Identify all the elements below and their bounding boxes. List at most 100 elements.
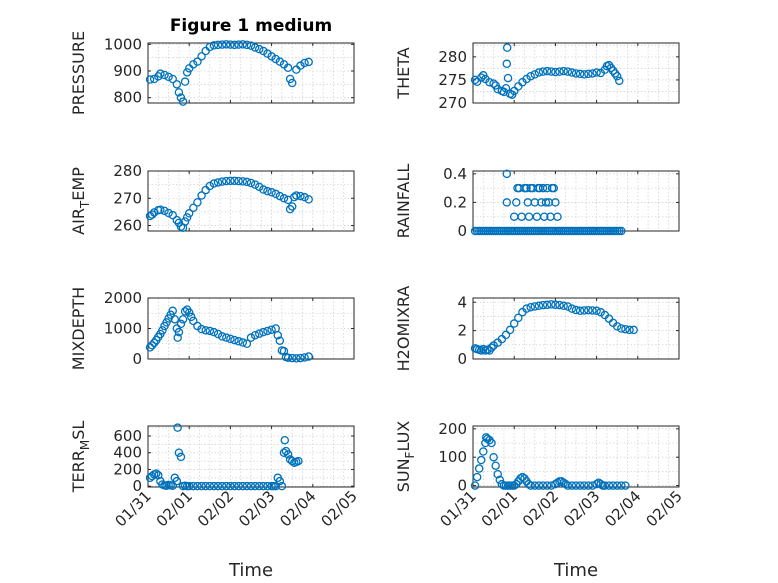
data-point <box>509 319 519 328</box>
data-point <box>472 472 482 482</box>
y-tick-label: 900 <box>113 62 142 80</box>
y-tick-label: 270 <box>113 189 142 207</box>
data-point <box>267 325 276 334</box>
data-point <box>213 329 223 339</box>
data-point <box>584 69 593 79</box>
data-point <box>571 481 581 490</box>
data-point <box>151 469 161 478</box>
data-point <box>283 353 293 363</box>
data-point <box>201 326 210 335</box>
data-point <box>514 313 523 323</box>
data-point <box>234 176 243 186</box>
data-point <box>154 72 163 81</box>
data-point <box>189 481 198 491</box>
data-point <box>238 338 248 347</box>
data-point <box>617 481 626 490</box>
data-point <box>271 481 280 491</box>
data-point <box>567 481 577 490</box>
data-point <box>246 178 256 188</box>
data-point <box>608 481 618 490</box>
data-point <box>164 208 173 218</box>
y-axis-label: H2OMIXRA <box>394 286 413 372</box>
data-point <box>530 481 540 490</box>
data-point <box>160 70 169 80</box>
y-tick-label: 200 <box>113 460 142 478</box>
y-tick-label: 275 <box>438 71 467 89</box>
y-axis-label: PRESSURE <box>69 31 88 115</box>
data-point <box>534 301 544 311</box>
data-point <box>184 308 194 317</box>
data-point <box>263 326 272 336</box>
data-point <box>176 93 186 102</box>
data-point <box>230 335 239 345</box>
data-point <box>187 312 196 322</box>
data-point <box>476 455 486 465</box>
data-point <box>489 79 498 88</box>
data-point <box>502 43 512 52</box>
data-point <box>168 306 177 316</box>
y-tick-label: 0.4 <box>443 165 467 183</box>
data-point <box>173 423 182 432</box>
data-point <box>476 346 486 355</box>
data-point <box>174 327 184 337</box>
data-point <box>154 471 163 480</box>
data-point <box>567 68 577 77</box>
data-point <box>250 43 260 52</box>
data-point <box>563 481 573 490</box>
data-point <box>176 452 186 462</box>
data-point <box>230 40 239 50</box>
data-point <box>250 481 260 491</box>
data-point <box>575 481 585 490</box>
data-point <box>555 300 564 310</box>
data-point <box>189 316 198 326</box>
data-point <box>542 300 552 310</box>
data-point <box>246 481 256 491</box>
data-point <box>629 325 638 335</box>
data-point <box>567 304 577 313</box>
data-point <box>287 78 297 88</box>
subplot-theta: 270 275 280 THETA <box>394 42 680 112</box>
y-axis-label: AIRTEMP <box>69 167 92 235</box>
x-tick-label: 02/04 <box>276 487 319 530</box>
y-tick-label: 0.2 <box>443 193 467 211</box>
data-point <box>540 212 549 221</box>
data-point <box>551 300 560 310</box>
axes-frame <box>472 42 680 104</box>
data-point <box>547 300 556 309</box>
data-point <box>217 177 227 186</box>
data-point <box>512 198 521 207</box>
data-point <box>234 481 243 491</box>
data-point <box>559 301 568 311</box>
y-tick-label: 1000 <box>104 320 142 338</box>
data-point <box>502 198 512 207</box>
data-point <box>160 206 169 216</box>
data-point <box>501 330 511 340</box>
data-point <box>193 481 202 491</box>
data-point <box>250 330 260 340</box>
x-tick-label: 02/02 <box>519 487 562 530</box>
y-tick-label: 100 <box>438 448 467 466</box>
data-point <box>205 181 215 191</box>
data-point <box>571 69 581 78</box>
data-point <box>213 178 223 187</box>
data-point <box>522 183 531 193</box>
axes-box <box>472 425 680 488</box>
data-point <box>612 322 622 331</box>
data-point <box>526 71 535 81</box>
data-point <box>234 40 243 49</box>
data-point <box>538 300 548 310</box>
y-tick-label: 800 <box>113 89 142 107</box>
x-tick-label: 02/03 <box>235 487 278 530</box>
data-point <box>259 327 268 337</box>
data-point <box>584 481 593 490</box>
data-point <box>621 324 630 334</box>
data-point <box>559 66 568 76</box>
data-point <box>205 326 215 336</box>
data-point <box>184 209 194 218</box>
data-point <box>579 70 589 79</box>
data-point <box>551 67 560 77</box>
data-point <box>213 40 223 50</box>
x-tick-label: 02/05 <box>318 487 361 530</box>
data-point <box>178 97 188 106</box>
data-point <box>259 185 268 194</box>
